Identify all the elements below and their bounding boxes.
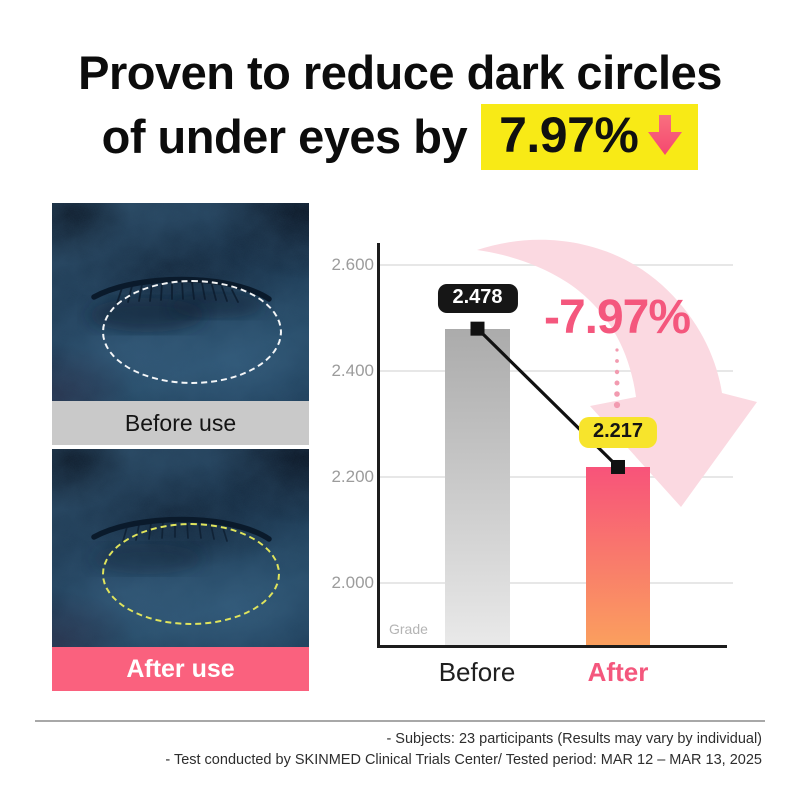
x-label-after: After bbox=[587, 657, 649, 687]
highlight-value: 7.97% bbox=[499, 107, 639, 163]
y-axis-line bbox=[377, 243, 380, 648]
title-line-2: of under eyes by 7.97% bbox=[0, 104, 800, 170]
y-tick-label: 2.000 bbox=[331, 573, 374, 592]
gridline bbox=[380, 370, 733, 372]
highlight-box: 7.97% bbox=[481, 104, 699, 170]
gridline bbox=[380, 476, 733, 478]
before-focus-ellipse bbox=[102, 280, 282, 384]
value-label-after: 2.217 bbox=[578, 416, 658, 448]
after-focus-ellipse bbox=[102, 523, 280, 625]
axis-caption: Grade bbox=[389, 621, 428, 637]
title-line-1: Proven to reduce dark circles bbox=[78, 46, 722, 99]
footer-divider bbox=[35, 720, 765, 722]
down-arrow-icon bbox=[648, 115, 683, 155]
footnotes: - Subjects: 23 participants (Results may… bbox=[42, 729, 762, 771]
before-caption: Before use bbox=[52, 401, 309, 445]
bar-before bbox=[445, 328, 510, 645]
value-label-before: 2.478 bbox=[437, 283, 518, 313]
after-photo bbox=[52, 449, 309, 647]
y-tick-label: 2.600 bbox=[331, 255, 374, 274]
y-tick-label: 2.200 bbox=[331, 467, 374, 486]
gridline bbox=[380, 264, 733, 266]
bar-after bbox=[586, 466, 650, 645]
x-label-before: Before bbox=[438, 657, 516, 687]
title-line-2-text: of under eyes by bbox=[101, 110, 468, 163]
footnote-subjects: - Subjects: 23 participants (Results may… bbox=[386, 731, 762, 747]
x-axis-line bbox=[377, 645, 727, 648]
page-title: Proven to reduce dark circles of under e… bbox=[0, 44, 800, 170]
before-photo bbox=[52, 203, 309, 401]
dotted-drop-line bbox=[613, 348, 621, 409]
gridline bbox=[380, 582, 733, 584]
after-caption: After use bbox=[52, 647, 309, 691]
y-tick-label: 2.400 bbox=[331, 361, 374, 380]
change-percentage: -7.97% bbox=[543, 291, 691, 344]
footnote-test-info: - Test conducted by SKINMED Clinical Tri… bbox=[165, 752, 762, 768]
